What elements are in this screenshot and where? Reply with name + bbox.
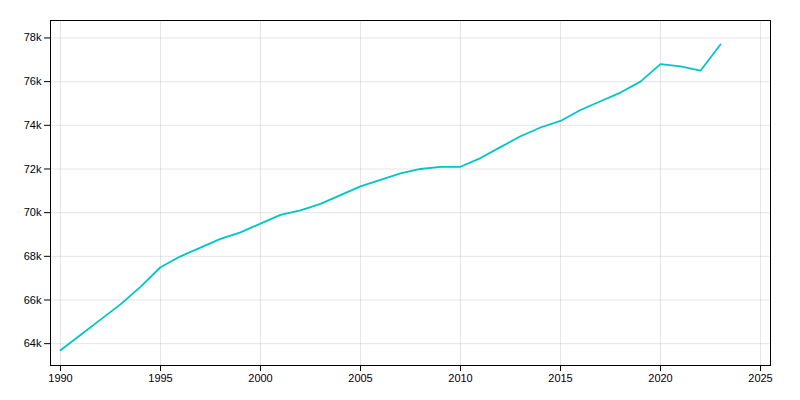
svg-text:64k: 64k	[24, 337, 42, 349]
svg-text:1995: 1995	[148, 372, 172, 384]
svg-text:78k: 78k	[24, 31, 42, 43]
svg-text:2015: 2015	[548, 372, 572, 384]
svg-text:76k: 76k	[24, 75, 42, 87]
svg-text:2005: 2005	[348, 372, 372, 384]
svg-text:66k: 66k	[24, 294, 42, 306]
svg-text:1990: 1990	[48, 372, 72, 384]
svg-text:2010: 2010	[448, 372, 472, 384]
svg-text:2025: 2025	[748, 372, 772, 384]
svg-text:2020: 2020	[648, 372, 672, 384]
svg-text:72k: 72k	[24, 163, 42, 175]
svg-text:2000: 2000	[248, 372, 272, 384]
svg-text:68k: 68k	[24, 250, 42, 262]
svg-text:70k: 70k	[24, 206, 42, 218]
svg-text:74k: 74k	[24, 119, 42, 131]
